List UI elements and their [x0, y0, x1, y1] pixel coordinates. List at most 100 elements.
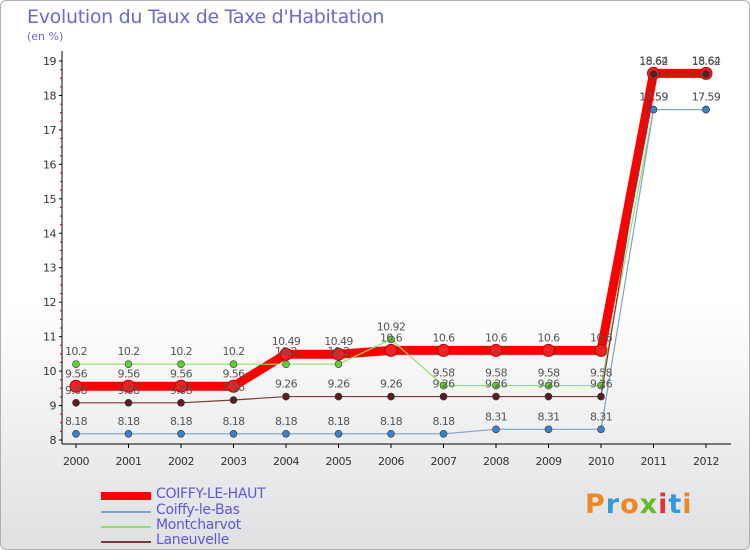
- legend-swatch: [101, 511, 151, 513]
- data-label: 17.59: [692, 91, 721, 104]
- data-point: [174, 379, 188, 393]
- legend-label: Coiffy-le-Bas: [156, 502, 240, 518]
- data-label: 9.58: [590, 367, 613, 380]
- legend-label: Montcharvot: [156, 517, 241, 533]
- data-point: [492, 381, 500, 390]
- axes: 8 9 10 11 12 13 14 15 16 17 18 19 2000 2001 2002 2003 20…: [43, 51, 731, 468]
- data-point: [489, 343, 503, 357]
- y-axis-unit: (en %): [27, 30, 64, 43]
- data-label: 10.2: [222, 345, 244, 358]
- data-point: [177, 398, 185, 407]
- data-label: 18.64: [639, 54, 668, 67]
- x-tick-label: 2007: [431, 455, 457, 468]
- y-tick-label: 13: [43, 262, 56, 275]
- data-label: 8.31: [485, 410, 507, 423]
- data-label: 9.26: [537, 378, 560, 391]
- data-point: [332, 347, 345, 361]
- x-tick-label: 2009: [536, 455, 562, 468]
- data-point: [439, 381, 448, 390]
- legend-swatch: [101, 526, 151, 528]
- data-label: 17.59: [639, 91, 668, 104]
- data-point: [177, 429, 185, 438]
- data-label: 10.6: [380, 331, 403, 344]
- x-tick-label: 2003: [221, 455, 247, 468]
- data-label: 10.6: [485, 331, 508, 344]
- y-tick-label: 16: [43, 158, 56, 171]
- x-tick-label: 2002: [168, 455, 194, 468]
- logo-letter: o: [620, 489, 640, 520]
- data-point: [72, 360, 80, 369]
- y-tick-label: 9: [50, 400, 57, 413]
- proxiti-logo: Proxiti: [585, 489, 693, 520]
- data-label: 8.31: [590, 410, 612, 423]
- y-tick-label: 8: [50, 434, 57, 447]
- data-point: [702, 105, 710, 114]
- data-point: [492, 425, 500, 434]
- data-point: [492, 392, 500, 401]
- data-label: 18.62: [692, 55, 721, 68]
- data-point: [72, 429, 80, 438]
- data-label: 9.08: [65, 384, 88, 397]
- y-tick-label: 19: [43, 55, 56, 68]
- data-label: 10.2: [117, 345, 139, 358]
- data-point: [279, 347, 293, 361]
- data-label: 8.18: [117, 415, 140, 428]
- data-point: [649, 70, 658, 78]
- y-tick-label: 10: [43, 365, 56, 378]
- data-label: 10.49: [324, 335, 353, 348]
- data-label: 17.59: [639, 91, 668, 104]
- data-point: [229, 360, 238, 369]
- logo-letter: t: [668, 489, 683, 520]
- data-point: [124, 398, 133, 407]
- data-label: 9.08: [170, 384, 193, 397]
- data-point: [122, 379, 135, 393]
- data-label: 9.26: [590, 378, 613, 391]
- data-label: 8.18: [432, 415, 455, 428]
- data-label: 10.2: [275, 345, 297, 358]
- data-point: [702, 70, 710, 78]
- data-point: [282, 429, 290, 438]
- data-point: [177, 360, 185, 369]
- data-label: 9.56: [170, 367, 193, 380]
- data-point: [227, 379, 240, 393]
- x-tick-label: 2000: [63, 455, 89, 468]
- x-tick-label: 2005: [326, 455, 352, 468]
- data-label: 8.18: [327, 415, 350, 428]
- data-label: 8.18: [275, 415, 298, 428]
- data-label: 9.26: [432, 378, 455, 391]
- data-point: [387, 429, 395, 438]
- logo-letter: r: [605, 489, 621, 520]
- data-label: 9.16: [222, 381, 245, 394]
- logo-letter: i: [658, 489, 669, 520]
- data-label: 9.58: [432, 367, 455, 380]
- data-label: 10.6: [537, 331, 560, 344]
- legend-item-coiffy-le-haut: COIFFY-LE-HAUT: [101, 486, 351, 504]
- data-label: 10.2: [327, 345, 349, 358]
- data-label: 8.18: [170, 415, 193, 428]
- data-label: 9.56: [222, 367, 245, 380]
- x-tick-label: 2008: [483, 455, 509, 468]
- data-label: 8.18: [222, 415, 245, 428]
- legend-item-coiffy-le-bas: Coiffy-le-Bas: [101, 502, 351, 520]
- y-tick-label: 12: [43, 296, 56, 309]
- data-label: 9.56: [65, 367, 88, 380]
- data-point: [387, 335, 395, 344]
- data-label: 9.26: [275, 378, 298, 391]
- data-point: [334, 392, 343, 401]
- data-label: 8.18: [65, 415, 88, 428]
- y-tick-label: 15: [43, 193, 56, 206]
- data-label: 10.2: [65, 345, 87, 358]
- data-point: [229, 429, 238, 438]
- data-label: 9.56: [117, 367, 140, 380]
- legend-item-laneuvelle: Laneuvelle: [101, 532, 351, 549]
- data-label: 9.58: [537, 367, 560, 380]
- data-label: 10.49: [272, 335, 301, 348]
- data-label: 10.92: [377, 320, 406, 333]
- data-point: [387, 392, 395, 401]
- data-label: 9.08: [117, 384, 140, 397]
- data-point: [282, 360, 290, 369]
- x-tick-label: 2011: [641, 455, 667, 468]
